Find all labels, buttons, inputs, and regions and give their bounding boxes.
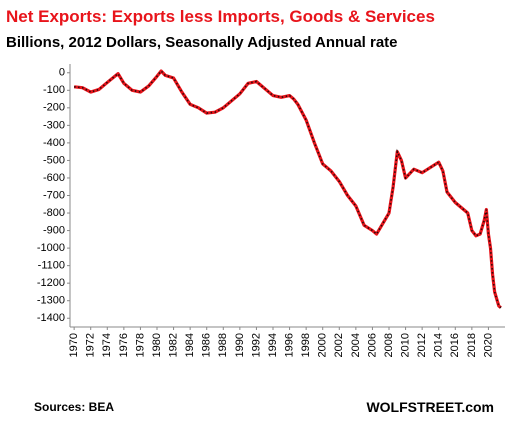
y-tick-label: -1200: [37, 277, 65, 289]
y-tick-label: -300: [43, 119, 65, 131]
x-tick-label: 1988: [217, 333, 229, 357]
chart-subtitle: Billions, 2012 Dollars, Seasonally Adjus…: [6, 34, 398, 51]
x-tick-label: 1986: [201, 333, 213, 357]
line: [73, 69, 502, 309]
x-tick-label: 2004: [350, 333, 362, 357]
y-tick-label: -1000: [37, 242, 65, 254]
line-dots: [74, 69, 502, 309]
x-tick-label: 2016: [449, 333, 461, 357]
x-tick-label: 1976: [118, 333, 130, 357]
y-tick-label: -800: [43, 207, 65, 219]
x-tick-label: 2010: [399, 333, 411, 357]
x-tick-label: 2000: [317, 333, 329, 357]
x-tick-label: 1998: [300, 333, 312, 357]
y-tick-label: -500: [43, 154, 65, 166]
x-tick-label: 2006: [366, 333, 378, 357]
x-tick-label: 1982: [167, 333, 179, 357]
y-tick-label: -1300: [37, 295, 65, 307]
x-tick-label: 1978: [134, 333, 146, 357]
x-tick-label: 2018: [466, 333, 478, 357]
chart-title: Net Exports: Exports less Imports, Goods…: [6, 7, 435, 26]
x-tick-label: 1990: [234, 333, 246, 357]
y-tick-label: -1100: [38, 260, 65, 272]
y-tick-label: -600: [43, 172, 65, 184]
y-tick-label: -900: [43, 224, 65, 236]
y-tick-label: 0: [59, 67, 65, 79]
x-tick-label: 2012: [416, 333, 428, 357]
x-tick-label: 1996: [283, 333, 295, 357]
y-tick-label: -700: [43, 189, 65, 201]
source: Sources: BEA: [34, 400, 114, 414]
x-tick-label: 1970: [68, 333, 80, 357]
y-tick-label: -100: [43, 84, 65, 96]
x-tick-label: 1984: [184, 333, 196, 357]
x-tick-label: 1972: [85, 333, 97, 357]
x-tick-label: 1980: [151, 333, 163, 357]
x-tick-label: 2014: [433, 333, 445, 357]
y-tick-label: -1400: [37, 312, 65, 324]
x-tick-label: 2008: [383, 333, 395, 357]
x-tick-label: 1994: [267, 333, 279, 357]
x-tick-label: 2020: [482, 333, 494, 357]
brand: WOLFSTREET.com: [366, 399, 494, 415]
y-tick-label: -200: [43, 102, 65, 114]
x-tick-label: 2002: [333, 333, 345, 357]
y-tick-label: -400: [43, 137, 65, 149]
x-tick-label: 1992: [250, 333, 262, 357]
x-tick-label: 1974: [101, 333, 113, 357]
